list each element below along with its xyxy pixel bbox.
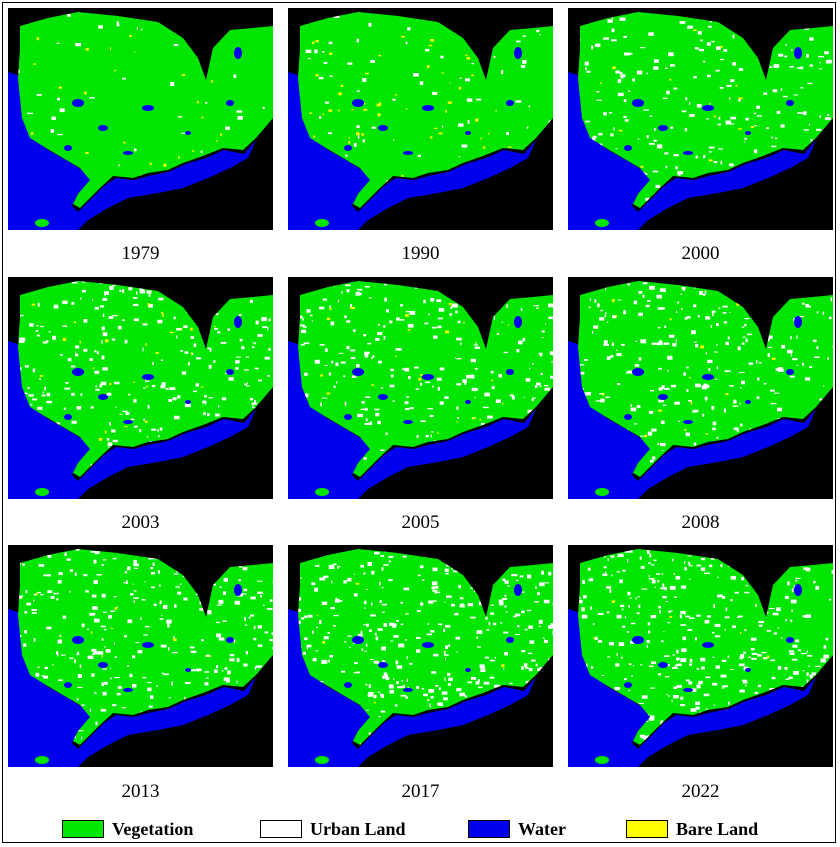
land-cover-map xyxy=(8,277,273,499)
land-cover-map xyxy=(288,277,553,499)
year-label: 1990 xyxy=(401,243,440,264)
map-panel xyxy=(568,8,833,230)
year-label: 2005 xyxy=(401,512,440,533)
legend-label: Bare Land xyxy=(676,818,759,839)
legend-label: Water xyxy=(518,818,566,839)
year-label: 2017 xyxy=(401,781,440,802)
year-label: 2003 xyxy=(121,512,160,533)
map-panel xyxy=(568,545,833,767)
year-label: 1979 xyxy=(121,243,160,264)
legend-item-urban-land: Urban Land xyxy=(260,816,406,842)
legend: Vegetation Urban Land Water Bare Land xyxy=(0,816,840,844)
legend-swatch xyxy=(260,820,302,838)
year-label: 2008 xyxy=(681,512,720,533)
legend-swatch xyxy=(626,820,668,838)
legend-item-bare-land: Bare Land xyxy=(626,816,758,842)
legend-swatch xyxy=(468,820,510,838)
legend-item-vegetation: Vegetation xyxy=(62,816,193,842)
map-panel xyxy=(288,545,553,767)
map-panel xyxy=(288,8,553,230)
legend-swatch xyxy=(62,820,104,838)
map-grid: 1979 1990 2000 2003 2005 2008 2013 2017 … xyxy=(8,8,833,802)
map-panel xyxy=(288,277,553,499)
land-cover-map xyxy=(568,545,833,767)
map-panel xyxy=(8,277,273,499)
legend-label: Urban Land xyxy=(310,818,406,839)
land-cover-map xyxy=(568,8,833,230)
year-label: 2000 xyxy=(681,243,720,264)
map-panel xyxy=(8,8,273,230)
land-cover-map xyxy=(288,545,553,767)
map-panel xyxy=(8,545,273,767)
land-cover-map xyxy=(8,545,273,767)
legend-item-water: Water xyxy=(468,816,566,842)
map-panel xyxy=(568,277,833,499)
legend-label: Vegetation xyxy=(112,818,194,839)
land-cover-map xyxy=(288,8,553,230)
land-cover-map xyxy=(568,277,833,499)
year-label: 2013 xyxy=(121,781,160,802)
land-cover-map xyxy=(8,8,273,230)
year-label: 2022 xyxy=(681,781,720,802)
